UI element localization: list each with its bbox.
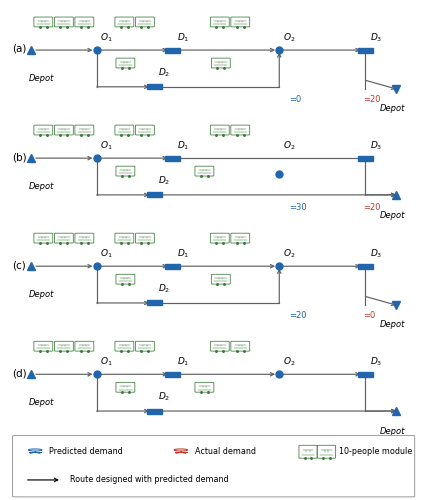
FancyBboxPatch shape <box>231 342 250 351</box>
Text: $D_2$: $D_2$ <box>158 175 170 188</box>
Text: $D_2$: $D_2$ <box>158 283 170 296</box>
Text: $O_2$: $O_2$ <box>283 356 295 368</box>
Text: 10-people module: 10-people module <box>339 447 412 456</box>
Bar <box>165 372 180 377</box>
FancyBboxPatch shape <box>34 342 53 351</box>
Text: =0: =0 <box>363 312 376 320</box>
FancyBboxPatch shape <box>135 17 154 27</box>
FancyBboxPatch shape <box>115 233 134 243</box>
Text: $O_2$: $O_2$ <box>283 248 295 260</box>
Text: Predicted demand: Predicted demand <box>49 447 123 456</box>
Text: Depot: Depot <box>29 290 54 299</box>
Text: Route designed with predicted demand: Route designed with predicted demand <box>70 476 228 484</box>
Text: $D_3$: $D_3$ <box>370 356 382 368</box>
FancyBboxPatch shape <box>231 233 250 243</box>
FancyBboxPatch shape <box>75 125 94 135</box>
FancyBboxPatch shape <box>210 233 229 243</box>
Text: =20: =20 <box>363 204 381 212</box>
FancyBboxPatch shape <box>116 274 135 284</box>
FancyBboxPatch shape <box>135 342 154 351</box>
Text: Depot: Depot <box>29 182 54 191</box>
Text: =0: =0 <box>289 96 302 104</box>
Text: Depot: Depot <box>29 398 54 407</box>
Text: Depot: Depot <box>379 427 405 436</box>
Text: $O_2$: $O_2$ <box>283 140 295 152</box>
FancyBboxPatch shape <box>55 125 73 135</box>
FancyBboxPatch shape <box>212 58 230 68</box>
FancyBboxPatch shape <box>75 17 94 27</box>
Text: $O_2$: $O_2$ <box>283 32 295 44</box>
FancyBboxPatch shape <box>55 233 73 243</box>
Text: (c): (c) <box>13 260 26 270</box>
Text: $D_3$: $D_3$ <box>370 248 382 260</box>
FancyBboxPatch shape <box>210 125 229 135</box>
Text: (a): (a) <box>13 44 27 54</box>
Text: $O_1$: $O_1$ <box>100 32 113 44</box>
Text: $D_2$: $D_2$ <box>158 66 170 79</box>
Text: $D_3$: $D_3$ <box>370 32 382 44</box>
Bar <box>358 48 373 52</box>
Bar <box>147 192 162 198</box>
Text: $D_1$: $D_1$ <box>177 248 189 260</box>
FancyBboxPatch shape <box>231 17 250 27</box>
FancyBboxPatch shape <box>317 446 335 458</box>
Text: =20: =20 <box>289 312 307 320</box>
Bar <box>165 156 180 160</box>
Text: =20: =20 <box>363 96 381 104</box>
Bar <box>147 84 162 89</box>
FancyBboxPatch shape <box>75 342 94 351</box>
FancyBboxPatch shape <box>116 58 135 68</box>
FancyBboxPatch shape <box>13 436 415 497</box>
Text: Depot: Depot <box>379 320 405 330</box>
FancyBboxPatch shape <box>34 17 53 27</box>
Text: $D_2$: $D_2$ <box>158 391 170 404</box>
FancyBboxPatch shape <box>115 342 134 351</box>
Text: $D_1$: $D_1$ <box>177 140 189 152</box>
FancyBboxPatch shape <box>195 382 214 392</box>
FancyBboxPatch shape <box>135 233 154 243</box>
Text: Depot: Depot <box>379 104 405 113</box>
FancyBboxPatch shape <box>55 17 73 27</box>
FancyBboxPatch shape <box>210 342 229 351</box>
FancyBboxPatch shape <box>34 233 53 243</box>
FancyBboxPatch shape <box>75 233 94 243</box>
Text: Actual demand: Actual demand <box>195 447 256 456</box>
Text: $D_1$: $D_1$ <box>177 32 189 44</box>
Bar <box>358 372 373 377</box>
Text: =30: =30 <box>289 204 307 212</box>
Text: $D_1$: $D_1$ <box>177 356 189 368</box>
FancyBboxPatch shape <box>195 166 214 176</box>
Bar <box>358 264 373 268</box>
FancyBboxPatch shape <box>115 125 134 135</box>
FancyBboxPatch shape <box>116 382 135 392</box>
FancyBboxPatch shape <box>299 446 317 458</box>
Bar <box>165 48 180 52</box>
FancyBboxPatch shape <box>212 274 230 284</box>
Bar <box>165 264 180 268</box>
FancyBboxPatch shape <box>210 17 229 27</box>
Text: Depot: Depot <box>379 211 405 220</box>
Bar <box>147 300 162 306</box>
FancyBboxPatch shape <box>115 17 134 27</box>
Text: Depot: Depot <box>29 74 54 83</box>
Text: (b): (b) <box>13 152 27 162</box>
FancyBboxPatch shape <box>231 125 250 135</box>
Text: $O_1$: $O_1$ <box>100 356 113 368</box>
FancyBboxPatch shape <box>55 342 73 351</box>
FancyBboxPatch shape <box>135 125 154 135</box>
Bar <box>358 156 373 160</box>
Text: $O_1$: $O_1$ <box>100 248 113 260</box>
Text: (d): (d) <box>13 368 27 378</box>
FancyBboxPatch shape <box>34 125 53 135</box>
FancyBboxPatch shape <box>116 166 135 176</box>
Bar <box>147 408 162 414</box>
Text: $O_1$: $O_1$ <box>100 140 113 152</box>
Text: $D_3$: $D_3$ <box>370 140 382 152</box>
